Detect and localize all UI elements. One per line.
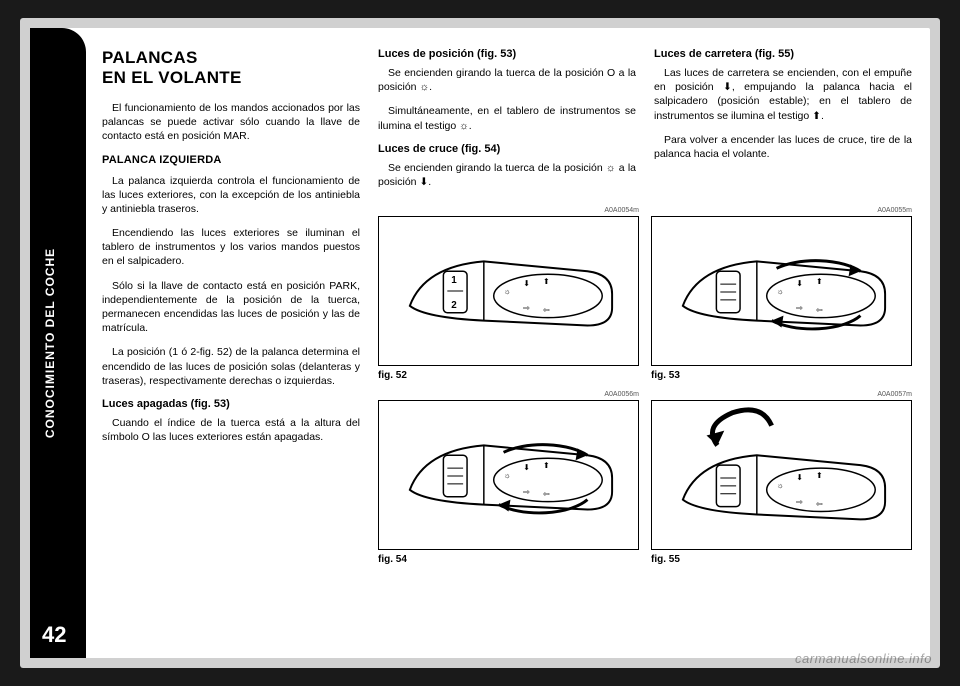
svg-text:⬇: ⬇	[523, 279, 530, 288]
figure-image: ☼ ⬇ ⬆ ⇨ ⇦ 1 2	[378, 216, 639, 366]
svg-text:⬇: ⬇	[523, 463, 530, 472]
svg-text:⬆: ⬆	[543, 277, 550, 286]
right-text-row: Luces de posición (fig. 53) Se encienden…	[378, 48, 912, 199]
svg-text:☼: ☼	[504, 471, 511, 480]
subheading: PALANCA IZQUIERDA	[102, 154, 360, 166]
svg-text:⬆: ⬆	[816, 471, 823, 480]
body-text: Sólo si la llave de contacto está en pos…	[102, 279, 360, 336]
subheading: Luces de carretera (fig. 55)	[654, 48, 912, 60]
svg-text:☼: ☼	[777, 481, 784, 490]
body-text: Simultáneamente, en el tablero de instru…	[378, 104, 636, 132]
figure-caption: fig. 54	[378, 554, 639, 565]
figure-53: A0A0055m ☼ ⬇ ⬆ ⇨ ⇦	[651, 207, 912, 381]
content-area: PALANCAS EN EL VOLANTE El funcionamiento…	[102, 48, 912, 640]
svg-text:⇦: ⇦	[816, 500, 823, 509]
page-number: 42	[42, 622, 66, 648]
subheading: Luces de posición (fig. 53)	[378, 48, 636, 60]
figure-55: A0A0057m ☼ ⬇ ⬆ ⇨ ⇦	[651, 391, 912, 565]
section-label: CONOCIMIENTO DEL COCHE	[43, 193, 57, 493]
svg-text:2: 2	[451, 300, 457, 311]
column-3: Luces de carretera (fig. 55) Las luces d…	[654, 48, 912, 199]
body-text: El funcionamiento de los mandos accionad…	[102, 101, 360, 144]
svg-text:⇦: ⇦	[543, 306, 550, 315]
figure-caption: fig. 55	[651, 554, 912, 565]
svg-text:⇨: ⇨	[796, 304, 803, 313]
stalk-diagram-icon: ☼ ⬇ ⬆ ⇨ ⇦	[379, 401, 638, 549]
figure-image: ☼ ⬇ ⬆ ⇨ ⇦	[651, 216, 912, 366]
figure-image: ☼ ⬇ ⬆ ⇨ ⇦	[378, 400, 639, 550]
figure-image: ☼ ⬇ ⬆ ⇨ ⇦	[651, 400, 912, 550]
stalk-diagram-icon: ☼ ⬇ ⬆ ⇨ ⇦	[652, 401, 911, 549]
svg-text:⇨: ⇨	[523, 488, 530, 497]
svg-text:⇨: ⇨	[796, 498, 803, 507]
svg-text:⬇: ⬇	[796, 279, 803, 288]
stalk-diagram-icon: ☼ ⬇ ⬆ ⇨ ⇦	[652, 217, 911, 365]
body-text: Para volver a encender las luces de cruc…	[654, 133, 912, 161]
figure-code: A0A0054m	[604, 207, 639, 214]
page: CONOCIMIENTO DEL COCHE 42 PALANCAS EN EL…	[30, 28, 930, 658]
side-tab: CONOCIMIENTO DEL COCHE 42	[30, 28, 86, 658]
body-text: Las luces de carretera se encienden, con…	[654, 66, 912, 123]
svg-text:⬆: ⬆	[816, 277, 823, 286]
figure-54: A0A0056m ☼ ⬇ ⬆ ⇨ ⇦	[378, 391, 639, 565]
column-1: PALANCAS EN EL VOLANTE El funcionamiento…	[102, 48, 360, 640]
body-text: Se encienden girando la tuerca de la pos…	[378, 161, 636, 189]
figure-code: A0A0057m	[877, 391, 912, 398]
body-text: Encendiendo las luces exteriores se ilum…	[102, 226, 360, 269]
figure-code: A0A0056m	[604, 391, 639, 398]
body-text: La posición (1 ó 2-fig. 52) de la palanc…	[102, 345, 360, 388]
subheading: Luces de cruce (fig. 54)	[378, 143, 636, 155]
watermark: carmanualsonline.info	[795, 651, 932, 666]
body-text: La palanca izquierda controla el funcion…	[102, 174, 360, 217]
subheading: Luces apagadas (fig. 53)	[102, 398, 360, 410]
svg-text:☼: ☼	[777, 287, 784, 296]
page-title: PALANCAS EN EL VOLANTE	[102, 48, 360, 87]
svg-text:⇦: ⇦	[816, 306, 823, 315]
body-text: Cuando el índice de la tuerca está a la …	[102, 416, 360, 444]
figures-grid: A0A0054m ☼ ⬇ ⬆ ⇨ ⇦	[378, 207, 912, 565]
figure-caption: fig. 52	[378, 370, 639, 381]
svg-text:⬆: ⬆	[543, 461, 550, 470]
column-2: Luces de posición (fig. 53) Se encienden…	[378, 48, 636, 199]
svg-text:1: 1	[451, 275, 457, 286]
svg-text:☼: ☼	[504, 287, 511, 296]
figure-caption: fig. 53	[651, 370, 912, 381]
svg-text:⬇: ⬇	[796, 473, 803, 482]
figure-52: A0A0054m ☼ ⬇ ⬆ ⇨ ⇦	[378, 207, 639, 381]
right-columns: Luces de posición (fig. 53) Se encienden…	[378, 48, 912, 640]
figure-code: A0A0055m	[877, 207, 912, 214]
page-outer: CONOCIMIENTO DEL COCHE 42 PALANCAS EN EL…	[20, 18, 940, 668]
body-text: Se encienden girando la tuerca de la pos…	[378, 66, 636, 94]
stalk-diagram-icon: ☼ ⬇ ⬆ ⇨ ⇦ 1 2	[379, 217, 638, 365]
svg-text:⇦: ⇦	[543, 490, 550, 499]
svg-text:⇨: ⇨	[523, 304, 530, 313]
